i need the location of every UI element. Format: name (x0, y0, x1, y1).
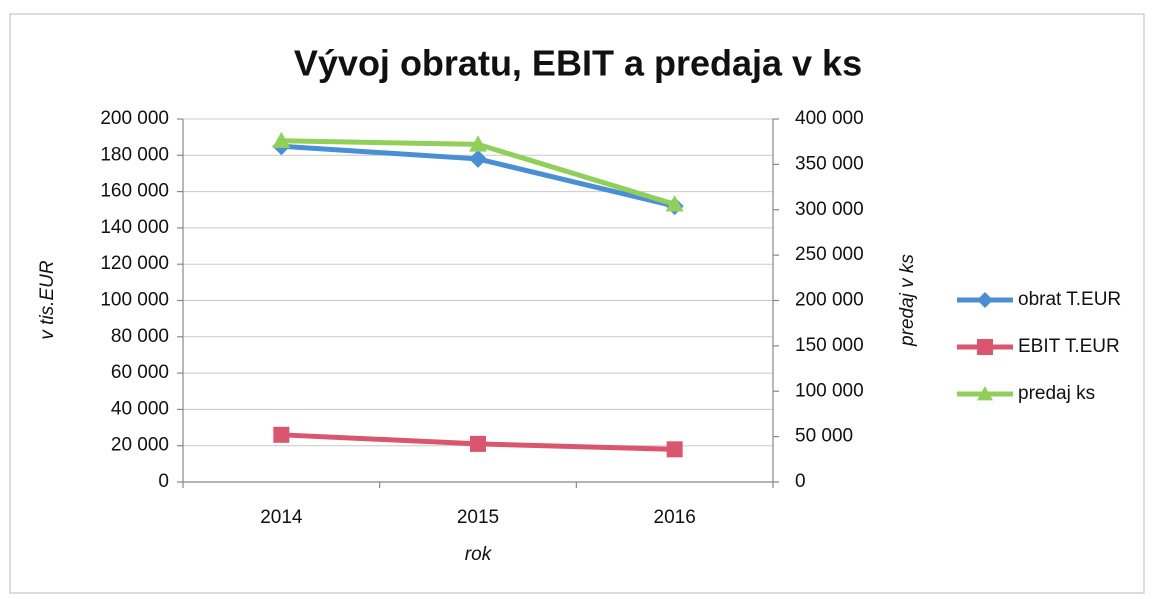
y2-tick-label: 150 000 (795, 335, 864, 356)
y2-tick-label: 200 000 (795, 290, 864, 311)
y-tick-label: 200 000 (100, 108, 169, 129)
marker (977, 386, 993, 401)
marker (469, 135, 487, 152)
marker (469, 149, 487, 168)
legend-label: EBIT T.EUR (1018, 336, 1120, 357)
y-tick-label: 20 000 (111, 435, 169, 456)
y-tick-label: 60 000 (111, 362, 169, 383)
x-tick-label: 2015 (457, 507, 499, 528)
y-tick-label: 40 000 (111, 398, 169, 419)
y-tick-label: 180 000 (100, 144, 169, 165)
x-axis-label: rok (465, 544, 493, 565)
legend-label: obrat T.EUR (1018, 289, 1121, 310)
y-tick-label: 160 000 (100, 181, 169, 202)
marker (272, 131, 291, 148)
y2-tick-label: 50 000 (795, 426, 853, 447)
marker (666, 441, 683, 458)
y2-tick-label: 250 000 (795, 244, 864, 265)
y2-tick-label: 350 000 (795, 153, 864, 174)
marker (273, 426, 290, 443)
y-tick-label: 80 000 (111, 326, 169, 347)
x-tick-label: 2014 (260, 507, 303, 528)
marker (977, 339, 993, 355)
y-tick-label: 120 000 (100, 253, 169, 274)
y-tick-label: 140 000 (100, 217, 169, 238)
x-tick-label: 2016 (654, 507, 696, 528)
chart-border (9, 13, 1145, 594)
y2-tick-label: 400 000 (795, 108, 864, 129)
legend-label: predaj ks (1018, 383, 1095, 404)
y2-tick-label: 300 000 (795, 199, 864, 220)
y2-axis-label: predaj v ks (897, 254, 918, 347)
y2-tick-label: 100 000 (795, 380, 864, 401)
y-axis-label: v tis.EUR (37, 260, 58, 339)
y-tick-label: 0 (158, 471, 169, 492)
chart-title: Vývoj obratu, EBIT a predaja v ks (294, 43, 862, 84)
y2-tick-label: 0 (795, 471, 806, 492)
y-tick-label: 100 000 (100, 290, 169, 311)
marker (665, 195, 684, 212)
marker (977, 292, 993, 308)
marker (470, 435, 486, 452)
